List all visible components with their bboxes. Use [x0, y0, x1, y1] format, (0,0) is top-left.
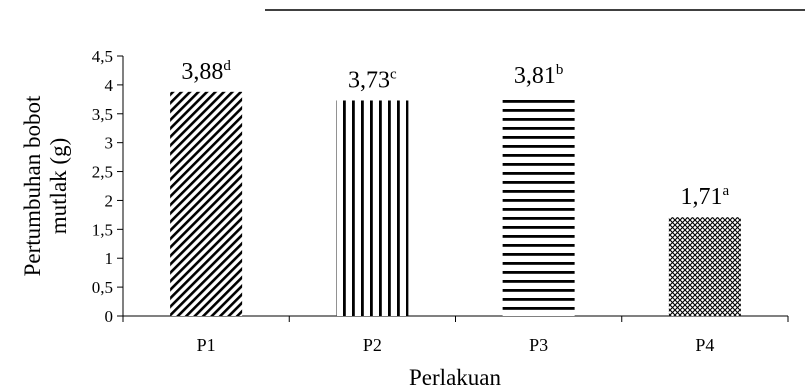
x-ticks: P1 P2 P3 P4	[122, 316, 789, 355]
y-tick-label: 1,5	[92, 220, 113, 239]
x-tick-label: P3	[529, 335, 548, 355]
y-tick-label: 0	[105, 307, 114, 326]
y-axis-title: Pertumbuhan bobot mutlak (g)	[20, 95, 71, 276]
y-axis-title-line-1: Pertumbuhan bobot	[20, 95, 45, 276]
y-tick-label: 2	[105, 191, 114, 210]
x-tick-label: P2	[363, 335, 382, 355]
y-tick-label: 4	[105, 76, 114, 95]
significance-letter: d	[223, 58, 231, 74]
data-label-p2: 3,73c	[348, 66, 397, 93]
x-tick-label: P1	[197, 335, 216, 355]
data-label-p4: 1,71a	[681, 183, 730, 210]
x-axis-title: Perlakuan	[409, 365, 501, 390]
y-tick-label: 3,5	[92, 105, 113, 124]
y-tick-label: 3	[105, 134, 114, 153]
significance-letter: c	[390, 66, 397, 82]
bar-p2	[336, 100, 409, 316]
y-axis-title-line-2: mutlak (g)	[46, 138, 71, 234]
bar-p1	[170, 91, 243, 316]
data-labels: 3,88d 3,73c 3,81b 1,71a	[181, 58, 729, 210]
y-ticks: 0 0,5 1 1,5 2 2,5 3 3,5 4 4,5	[92, 47, 123, 326]
y-tick-label: 4,5	[92, 47, 113, 66]
data-label-p3: 3,81b	[514, 62, 564, 89]
y-tick-label: 0,5	[92, 278, 113, 297]
y-tick-label: 2,5	[92, 163, 113, 182]
y-tick-label: 1	[105, 249, 114, 268]
x-tick-label: P4	[695, 335, 714, 355]
significance-letter: b	[556, 62, 564, 78]
bar-p4	[668, 217, 741, 316]
bars	[170, 91, 741, 316]
data-label-p1: 3,88d	[181, 58, 231, 85]
significance-letter: a	[723, 183, 730, 199]
bar-p3	[502, 95, 575, 316]
